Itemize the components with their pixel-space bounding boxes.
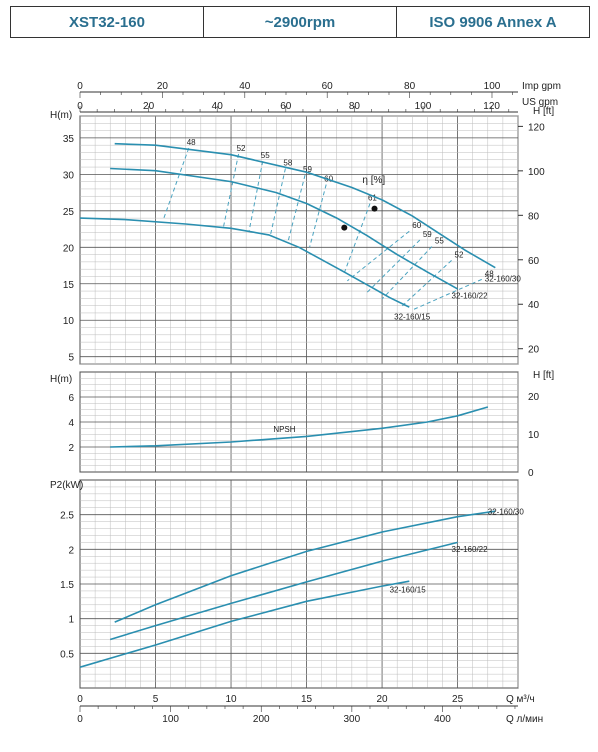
- head-ytick-right-label: 20: [528, 345, 540, 356]
- head-ytick-right-label: 40: [528, 300, 540, 311]
- efficiency-line-label: 52: [455, 250, 464, 259]
- pump-speed-label: ~2900rpm: [204, 7, 397, 37]
- npsh-ylabel: H(m): [50, 374, 72, 385]
- efficiency-line: [162, 147, 190, 221]
- curve-label-32-160-30: 32-160/30: [485, 275, 522, 284]
- head-ytick-label: 30: [63, 170, 75, 181]
- power-ytick-label: 1.5: [60, 580, 74, 591]
- efficiency-line: [347, 230, 410, 282]
- power-label-32-160-15: 32-160/15: [390, 585, 427, 594]
- imp-gpm-tick-label: 0: [77, 81, 83, 92]
- q-m3h-tick-label: 20: [377, 694, 389, 705]
- head-ytick-right-label: 60: [528, 256, 540, 267]
- head-ylabel: H(m): [50, 110, 72, 121]
- power-ylabel: P2(kW): [50, 480, 83, 491]
- power-label-32-160-30: 32-160/30: [488, 508, 525, 517]
- power-ytick-label: 1: [68, 615, 74, 626]
- power-label-32-160-22: 32-160/22: [452, 545, 489, 554]
- head-ytick-right-label: 80: [528, 211, 540, 222]
- q-m3h-tick-label: 10: [225, 694, 237, 705]
- head-ytick-label: 15: [63, 280, 75, 291]
- power-ytick-label: 0.5: [60, 649, 74, 660]
- head-ytick-label: 10: [63, 316, 75, 327]
- best-efficiency-point: [371, 205, 378, 212]
- q-lmin-tick-label: 0: [77, 714, 83, 725]
- head-ytick-right-label: 100: [528, 167, 545, 178]
- efficiency-line-label: 60: [412, 221, 421, 230]
- head-curve-32-160/30: [114, 142, 496, 269]
- efficiency-line: [401, 260, 452, 307]
- efficiency-line: [381, 246, 433, 300]
- pump-model-label: XST32-160: [11, 7, 204, 37]
- us-gpm-axis-label: US gpm: [522, 97, 558, 108]
- head-ylabel-right: H [ft]: [533, 106, 554, 117]
- q-m3h-tick-label: 25: [452, 694, 464, 705]
- q-lmin-tick-label: 400: [434, 714, 451, 725]
- efficiency-line-label: 59: [423, 230, 432, 239]
- standard-label: ISO 9906 Annex A: [429, 13, 557, 31]
- efficiency-axis-label: η [%]: [362, 175, 385, 186]
- npsh-ytick-right-label: 10: [528, 430, 540, 441]
- head-ytick-label: 25: [63, 207, 75, 218]
- head-ytick-right-label: 120: [528, 122, 545, 133]
- npsh-ytick-label: 4: [68, 418, 74, 429]
- npsh-ytick-right-label: 20: [528, 392, 540, 403]
- power-curve-32-160/15: [79, 580, 410, 668]
- efficiency-line: [309, 184, 327, 248]
- efficiency-line-label: 52: [237, 144, 246, 153]
- q-m3h-tick-label: 5: [153, 694, 159, 705]
- q-m3h-tick-label: 15: [301, 694, 313, 705]
- chart-header: XST32-160 ~2900rpm ISO 9906 Annex A: [10, 6, 590, 38]
- efficiency-line-label: 61: [368, 194, 377, 203]
- efficiency-line-label: 48: [485, 269, 494, 278]
- efficiency-line-label: 55: [435, 237, 444, 246]
- npsh-ytick-label: 6: [68, 393, 74, 404]
- head-ytick-label: 5: [68, 353, 74, 364]
- curve-label-32-160-22: 32-160/22: [452, 291, 489, 300]
- npsh-ylabel-right: H [ft]: [533, 370, 554, 381]
- q-lmin-tick-label: 300: [344, 714, 361, 725]
- head-ytick-label: 20: [63, 243, 75, 254]
- power-ytick-label: 2.5: [60, 511, 74, 522]
- head-ytick-label: 35: [63, 134, 75, 145]
- q-m3h-tick-label: 0: [77, 694, 83, 705]
- efficiency-line: [287, 174, 306, 241]
- q-m3h-axis-label: Q м³/ч: [506, 694, 535, 705]
- efficiency-line: [412, 278, 482, 311]
- efficiency-line-label: 58: [283, 159, 292, 168]
- npsh-curve: [110, 406, 489, 448]
- npsh-curve-label: NPSH: [273, 425, 295, 434]
- q-lmin-tick-label: 200: [253, 714, 270, 725]
- efficiency-line-label: 59: [303, 165, 312, 174]
- q-lmin-axis-label: Q л/мин: [506, 714, 543, 725]
- power-curve-32-160/22: [109, 541, 458, 641]
- imp-gpm-tick-label: 80: [404, 81, 416, 92]
- imp-gpm-axis-label: Imp gpm: [522, 81, 561, 92]
- efficiency-line: [269, 168, 286, 236]
- efficiency-line: [366, 239, 421, 293]
- curve-label-32-160-15: 32-160/15: [394, 313, 431, 322]
- power-ytick-label: 2: [68, 545, 74, 556]
- power-curve-32-160/30: [114, 510, 496, 623]
- imp-gpm-tick-label: 60: [322, 81, 334, 92]
- imp-gpm-tick-label: 20: [157, 81, 169, 92]
- efficiency-line: [222, 153, 240, 227]
- efficiency-line-label: 55: [261, 151, 270, 160]
- head-curve-32-160/15: [79, 217, 410, 308]
- imp-gpm-tick-label: 100: [484, 81, 501, 92]
- npsh-ytick-right-label: 0: [528, 468, 534, 479]
- q-lmin-tick-label: 100: [162, 714, 179, 725]
- npsh-ytick-label: 2: [68, 443, 74, 454]
- efficiency-line: [248, 161, 264, 231]
- head-curve-32-160/22: [110, 167, 458, 290]
- best-efficiency-point: [341, 224, 348, 231]
- efficiency-line: [343, 203, 371, 273]
- efficiency-line-label: 48: [187, 138, 196, 147]
- imp-gpm-tick-label: 40: [239, 81, 251, 92]
